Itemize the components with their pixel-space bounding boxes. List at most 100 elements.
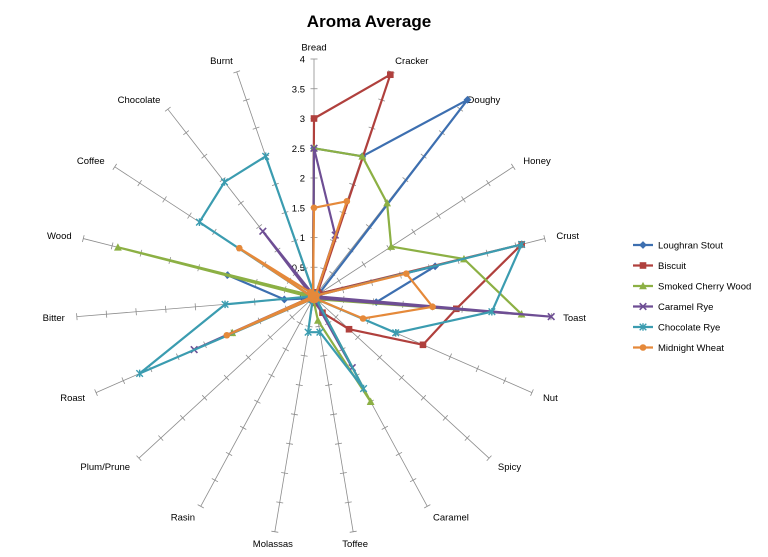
legend-marker bbox=[639, 281, 647, 290]
spoke-tick bbox=[121, 377, 126, 385]
spoke-tick bbox=[325, 384, 333, 387]
spoke-tick bbox=[448, 353, 452, 361]
spoke-tick bbox=[334, 442, 343, 445]
point-chocolate-rye-toast bbox=[488, 307, 496, 316]
spoke-tick bbox=[194, 303, 197, 311]
spoke-tick bbox=[164, 106, 171, 112]
axis-label-chocolate: Chocolate bbox=[118, 95, 161, 106]
point-midnight-wheat-toast bbox=[429, 303, 436, 311]
spoke-tick bbox=[136, 455, 142, 462]
legend-label: Loughran Stout bbox=[658, 241, 723, 252]
spoke-tick bbox=[276, 501, 284, 504]
spoke-tick bbox=[239, 425, 247, 430]
spoke-tick bbox=[344, 501, 352, 504]
point-midnight-wheat-bread bbox=[310, 204, 318, 212]
legend-marker bbox=[639, 262, 647, 269]
point-caramel-rye-toast bbox=[547, 312, 556, 321]
point-caramel-rye-bread bbox=[310, 144, 318, 153]
spoke-tick bbox=[486, 179, 491, 187]
spoke-tick bbox=[201, 394, 208, 401]
spoke-tick bbox=[376, 354, 383, 361]
axis-label-crust: Crust bbox=[556, 231, 579, 242]
point-midnight-wheat-burnt bbox=[309, 290, 317, 298]
spoke-tick bbox=[137, 179, 142, 187]
spoke-tick bbox=[409, 478, 417, 483]
legend-entry-caramel-rye: Caramel Rye bbox=[633, 302, 713, 313]
axis-label-wood: Wood bbox=[47, 231, 72, 242]
spoke-tick bbox=[290, 413, 298, 416]
spoke-tick bbox=[464, 435, 470, 441]
spoke-tick bbox=[225, 451, 233, 457]
spoke-tick bbox=[183, 130, 190, 136]
spoke-tick bbox=[381, 425, 389, 430]
point-chocolate-rye-molassas bbox=[304, 328, 312, 337]
point-chocolate-rye-nut bbox=[391, 329, 400, 337]
axis-label-honey: Honey bbox=[523, 156, 551, 167]
axis-label-roast: Roast bbox=[60, 393, 85, 404]
spoke-tick bbox=[162, 196, 167, 203]
legend-entry-midnight-wheat: Midnight Wheat bbox=[633, 343, 724, 354]
spoke-tick bbox=[76, 313, 78, 321]
point-chocolate-rye-bitter bbox=[221, 300, 229, 309]
axis-label-cracker: Cracker bbox=[395, 56, 428, 67]
spoke-tick bbox=[268, 373, 275, 378]
spoke-tick bbox=[486, 455, 492, 462]
point-chocolate-rye-crust bbox=[517, 240, 526, 249]
spoke-tick bbox=[320, 354, 328, 357]
spoke-tick bbox=[530, 389, 534, 396]
tick-labels: 00.511.522.533.54 bbox=[292, 55, 305, 304]
spoke-tick bbox=[355, 334, 361, 341]
axis-labels: Bread Cracker Doughy Honey Crust Toast Nut Spic… bbox=[43, 43, 587, 551]
point-smoked-cherry-wood-caramel bbox=[366, 397, 375, 405]
point-chocolate-rye-coffee bbox=[195, 218, 204, 226]
spoke-tick bbox=[330, 413, 338, 416]
point-midnight-wheat-nut bbox=[359, 315, 367, 322]
point-smoked-cherry-wood-doughy bbox=[383, 198, 391, 207]
spoke-tick bbox=[282, 347, 289, 352]
legend-marker bbox=[639, 344, 647, 351]
tick-label: 1.5 bbox=[292, 203, 305, 214]
axis-label-caramel: Caramel bbox=[433, 512, 469, 523]
spoke-tick bbox=[296, 321, 304, 326]
spoke-tick bbox=[211, 478, 219, 483]
legend: Loughran Stout Biscuit Smoked Cherry Wood C… bbox=[633, 241, 751, 354]
point-chocolate-rye-caramel bbox=[359, 384, 368, 393]
legend-entry-loughran-stout: Loughran Stout bbox=[633, 241, 723, 252]
point-biscuit-cracker bbox=[387, 71, 394, 79]
legend-label: Midnight Wheat bbox=[658, 343, 724, 354]
spoke-tick bbox=[112, 163, 118, 170]
spoke-tick bbox=[256, 224, 263, 230]
axis-label-rasin: Rasin bbox=[171, 512, 195, 523]
spoke-tick bbox=[339, 472, 347, 475]
spoke-tick bbox=[395, 451, 403, 457]
spoke-tick bbox=[281, 472, 289, 475]
axis-label-spicy: Spicy bbox=[498, 462, 521, 473]
axis-label-molassas: Molassas bbox=[253, 539, 293, 550]
tick-label: 3 bbox=[300, 114, 305, 125]
legend-entry-smoked-cherry-wood: Smoked Cherry Wood bbox=[633, 282, 751, 293]
legend-marker bbox=[639, 323, 647, 331]
series-midnight-wheat bbox=[223, 198, 436, 339]
spoke-tick bbox=[336, 277, 342, 284]
spoke-tick bbox=[295, 384, 303, 387]
axis-label-toffee: Toffee bbox=[342, 539, 368, 550]
point-biscuit-bread bbox=[310, 115, 318, 122]
spoke-tick bbox=[135, 308, 137, 316]
point-loughran-stout-doughy bbox=[463, 95, 472, 104]
legend-entry-biscuit: Biscuit bbox=[633, 261, 686, 272]
point-smoked-cherry-wood-cracker bbox=[358, 152, 367, 160]
axis-label-bitter: Bitter bbox=[43, 313, 65, 324]
series-smoked-cherry-wood bbox=[113, 144, 526, 405]
legend-marker bbox=[639, 302, 647, 311]
axis-label-coffee: Coffee bbox=[77, 156, 105, 167]
spoke-tick bbox=[411, 228, 416, 236]
legend-entry-chocolate-rye: Chocolate Rye bbox=[633, 323, 720, 334]
axis-label-plum-prune: Plum/Prune bbox=[80, 462, 130, 473]
spoke-tick bbox=[442, 415, 448, 421]
point-chocolate-rye-roast bbox=[135, 369, 144, 378]
spoke-tick bbox=[475, 365, 480, 373]
axis-label-nut: Nut bbox=[543, 393, 558, 404]
tick-label: 0.5 bbox=[292, 263, 305, 274]
spoke-tick bbox=[110, 242, 114, 250]
